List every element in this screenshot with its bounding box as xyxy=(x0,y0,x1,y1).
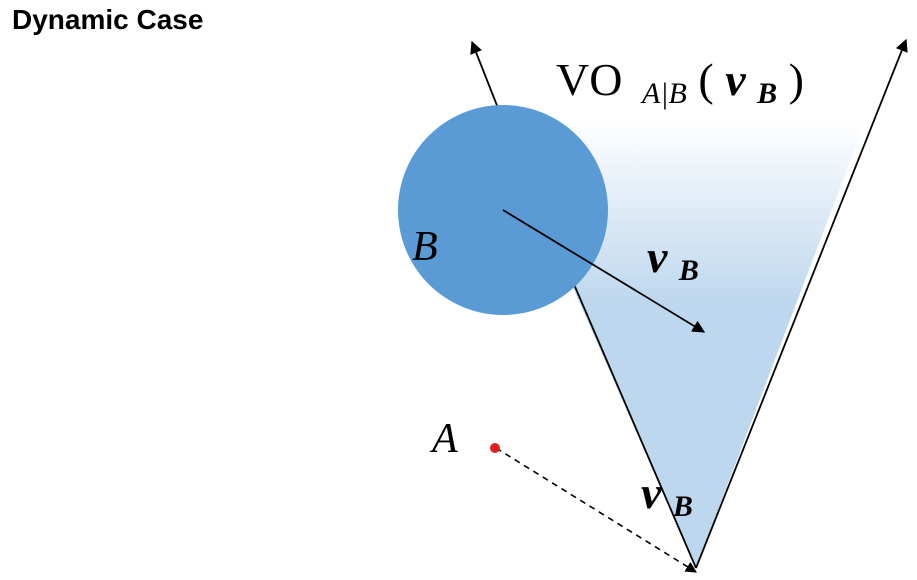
velocity-label-vb-upper: v B xyxy=(647,231,699,287)
agent-a-dot xyxy=(490,443,500,453)
vo-label: VO A|B ( v B ) xyxy=(556,54,804,113)
agent-label-a: A xyxy=(429,416,458,462)
cone-left-boundary-arrow xyxy=(470,40,497,104)
cone-right-boundary-arrow xyxy=(695,38,908,569)
velocity-label-vb-lower: v B xyxy=(641,467,693,523)
obstacle-label-b: B xyxy=(412,224,438,270)
velocity-vector-vb xyxy=(502,209,706,333)
page-title: Dynamic Case xyxy=(12,4,204,35)
